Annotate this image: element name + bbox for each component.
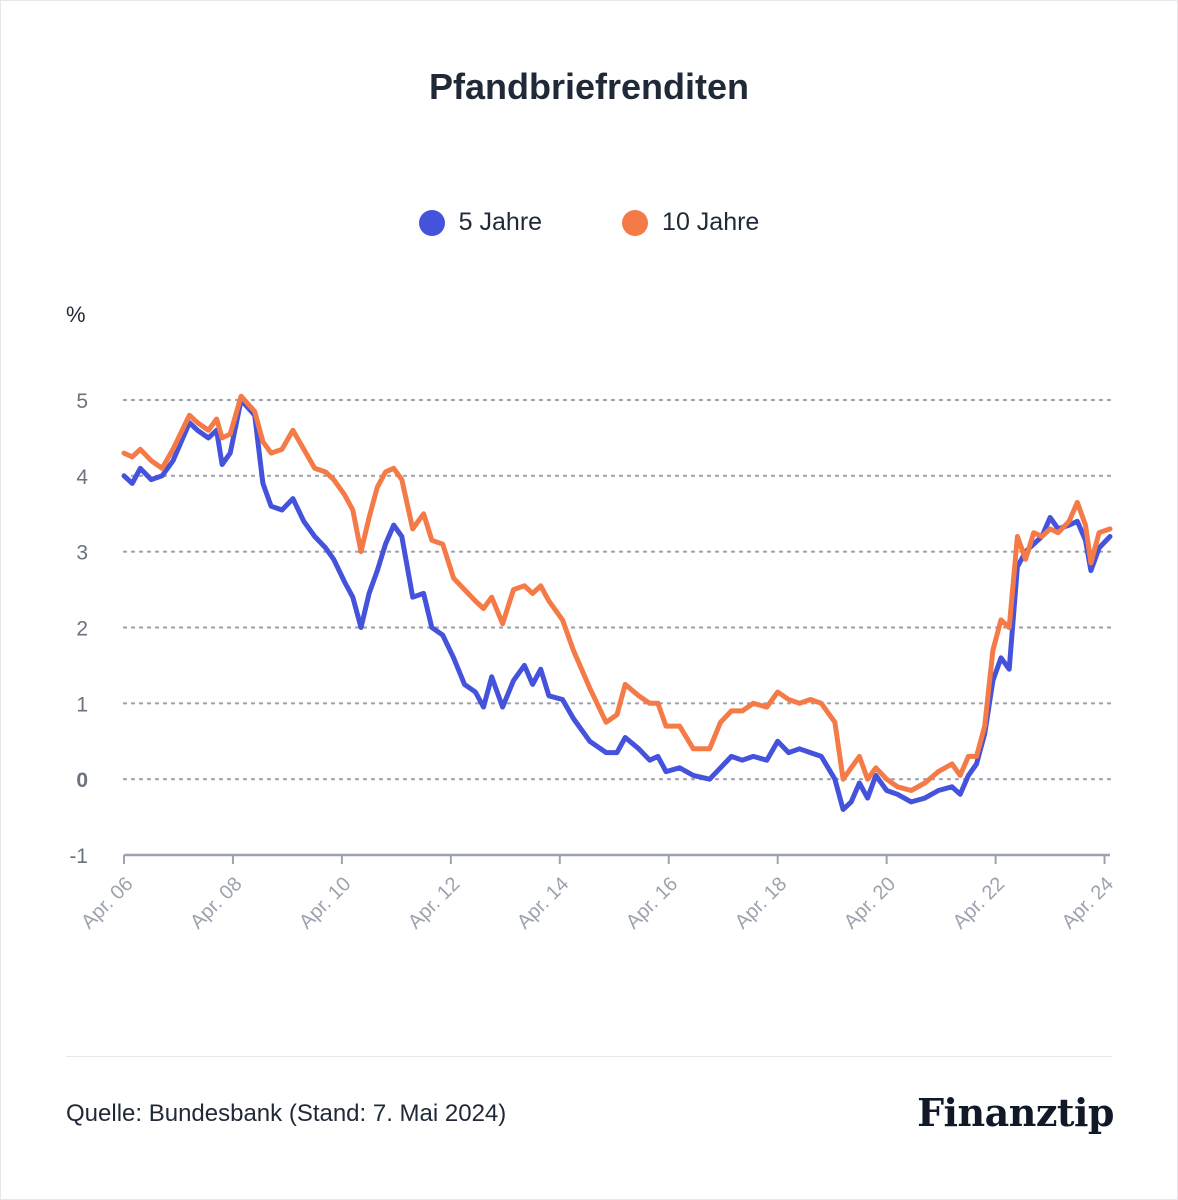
y-axis-unit-label: % bbox=[66, 302, 86, 327]
chart-legend: 5 Jahre 10 Jahre bbox=[0, 208, 1178, 237]
y-tick-label: 2 bbox=[76, 618, 88, 641]
legend-dot-10-jahre-icon bbox=[622, 209, 649, 236]
x-tick-label: Apr. 06 bbox=[77, 873, 137, 933]
line-chart: 5 4 3 2 1 0 -1 Apr. 06 Apr. 08 Apr. 10 Apr. 12 Apr.… bbox=[69, 390, 1118, 933]
x-tick-label: Apr. 24 bbox=[1058, 873, 1118, 933]
source-note: Quelle: Bundesbank (Stand: 7. Mai 2024) bbox=[66, 1100, 507, 1127]
x-tick-label: Apr. 10 bbox=[295, 873, 355, 933]
x-tick-label: Apr. 08 bbox=[186, 873, 246, 933]
x-tick-label: Apr. 20 bbox=[840, 873, 900, 933]
finanztip-logo: Finanztip bbox=[917, 1090, 1114, 1135]
x-tick-label: Apr. 22 bbox=[949, 873, 1009, 933]
y-tick-label: 3 bbox=[76, 542, 88, 565]
y-tick-label: 0 bbox=[76, 769, 88, 792]
y-tick-label: 4 bbox=[76, 466, 88, 489]
legend-item-5-jahre[interactable]: 5 Jahre bbox=[418, 208, 543, 237]
footer-divider bbox=[66, 1056, 1112, 1057]
legend-item-10-jahre[interactable]: 10 Jahre bbox=[622, 208, 759, 237]
legend-label-5-jahre: 5 Jahre bbox=[458, 208, 543, 236]
x-tick-label: Apr. 16 bbox=[622, 873, 682, 933]
chart-title: Pfandbriefrenditen bbox=[428, 66, 750, 107]
x-tick-label: Apr. 12 bbox=[404, 873, 464, 933]
legend-label-10-jahre: 10 Jahre bbox=[662, 208, 760, 236]
series-line-5-jahre bbox=[121, 397, 1113, 812]
legend-dot-5-jahre-icon bbox=[418, 209, 445, 236]
series-line-10-jahre bbox=[121, 393, 1113, 793]
x-tick-label: Apr. 14 bbox=[513, 873, 573, 933]
x-tick-label: Apr. 18 bbox=[731, 873, 791, 933]
y-tick-label: 1 bbox=[76, 693, 88, 716]
y-tick-label: 5 bbox=[76, 390, 88, 413]
y-tick-label: -1 bbox=[69, 845, 88, 868]
